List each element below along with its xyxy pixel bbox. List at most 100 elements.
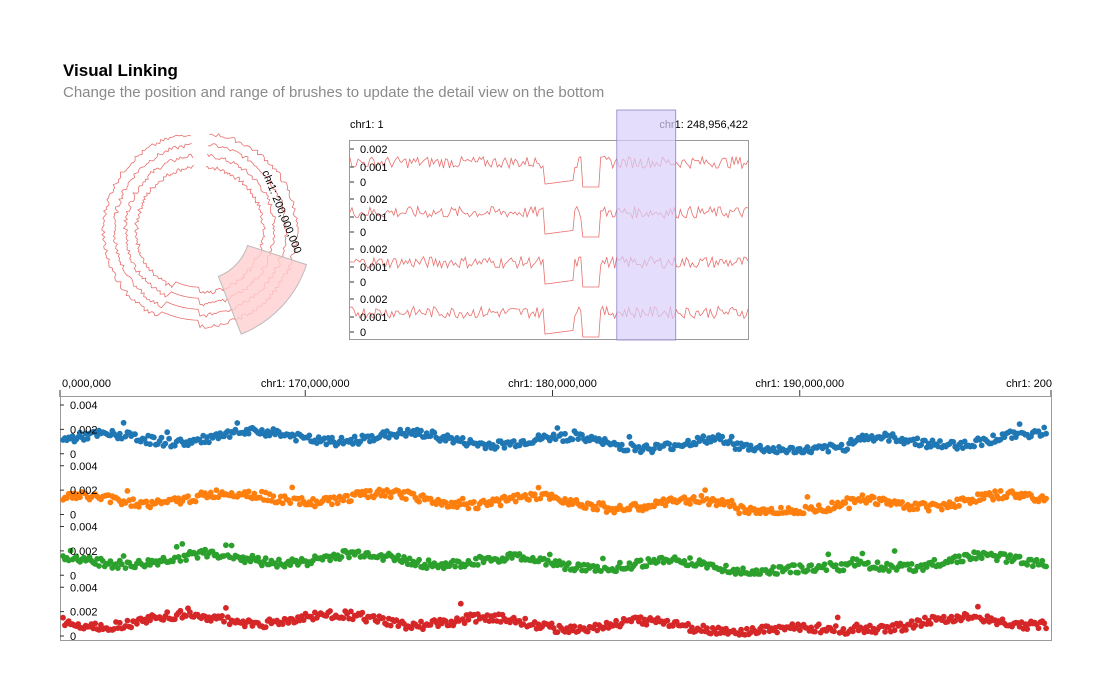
detail-point bbox=[276, 556, 282, 563]
overview-y-tick-label: 0.001 bbox=[360, 212, 388, 224]
detail-point bbox=[531, 491, 538, 498]
detail-point bbox=[736, 510, 743, 517]
detail-point bbox=[488, 501, 494, 508]
detail-point bbox=[245, 430, 252, 437]
detail-point bbox=[370, 613, 377, 619]
detail-point bbox=[690, 494, 697, 500]
detail-point bbox=[403, 496, 409, 502]
detail-point bbox=[118, 561, 125, 568]
detail-point bbox=[687, 555, 693, 561]
detail-y-tick-label: 0.004 bbox=[70, 582, 98, 594]
detail-point bbox=[956, 553, 962, 560]
detail-point bbox=[224, 614, 231, 620]
detail-point bbox=[1033, 556, 1040, 563]
detail-point bbox=[516, 551, 523, 557]
detail-point bbox=[497, 502, 504, 509]
detail-point bbox=[338, 554, 345, 560]
detail-point bbox=[808, 562, 815, 569]
detail-point bbox=[77, 429, 83, 436]
detail-point bbox=[461, 620, 468, 627]
detail-point bbox=[245, 488, 252, 495]
detail-x-tick-label: chr1: 170,000,000 bbox=[261, 378, 350, 390]
detail-point bbox=[912, 622, 919, 629]
detail-point bbox=[635, 444, 642, 450]
detail-point bbox=[213, 487, 220, 494]
detail-point bbox=[459, 435, 466, 441]
detail-point bbox=[971, 443, 977, 450]
overview-y-tick-label: 0 bbox=[360, 227, 366, 239]
overview-y-tick-label: 0.002 bbox=[360, 244, 388, 256]
detail-point bbox=[886, 438, 892, 444]
detail-point bbox=[789, 444, 796, 451]
detail-point bbox=[497, 619, 504, 625]
detail-point bbox=[728, 433, 735, 440]
detail-point bbox=[870, 494, 877, 501]
detail-point bbox=[1003, 559, 1010, 565]
detail-point bbox=[594, 627, 601, 634]
detail-point bbox=[526, 496, 532, 503]
detail-point bbox=[329, 434, 335, 441]
detail-point bbox=[270, 493, 277, 499]
detail-point bbox=[84, 435, 91, 442]
detail-point bbox=[465, 505, 472, 512]
detail-point bbox=[158, 434, 165, 441]
detail-point bbox=[226, 434, 233, 440]
detail-point bbox=[408, 625, 415, 632]
detail-y-tick-label: 0.004 bbox=[70, 461, 98, 473]
detail-point bbox=[202, 546, 209, 553]
detail-point bbox=[899, 499, 905, 505]
detail-point bbox=[334, 500, 341, 507]
detail-point bbox=[116, 619, 123, 626]
overview-brush[interactable] bbox=[616, 109, 677, 341]
detail-point bbox=[598, 568, 604, 574]
detail-point bbox=[804, 567, 811, 574]
detail-point bbox=[173, 543, 180, 550]
detail-point bbox=[1024, 561, 1031, 568]
detail-point bbox=[185, 493, 191, 500]
detail-point bbox=[990, 496, 996, 503]
detail-point bbox=[823, 567, 830, 574]
detail-point bbox=[554, 629, 561, 636]
detail-point bbox=[255, 554, 261, 561]
detail-x-tick-label: chr1: 200 bbox=[1006, 378, 1052, 390]
detail-point bbox=[355, 548, 362, 555]
detail-point bbox=[565, 560, 572, 566]
detail-point bbox=[846, 505, 852, 512]
detail-point bbox=[510, 438, 517, 444]
detail-point bbox=[745, 510, 752, 517]
detail-point bbox=[223, 605, 229, 611]
detail-point bbox=[804, 494, 811, 500]
detail-point bbox=[187, 609, 193, 615]
detail-point bbox=[234, 420, 241, 426]
detail-frame bbox=[60, 396, 1052, 641]
detail-point bbox=[221, 618, 227, 625]
circular-brush[interactable] bbox=[217, 244, 308, 335]
detail-point bbox=[124, 488, 131, 494]
detail-point bbox=[1039, 557, 1046, 564]
detail-point bbox=[554, 425, 561, 431]
detail-point bbox=[459, 495, 466, 502]
detail-point bbox=[582, 505, 589, 511]
overview-end-label: chr1: 248,956,422 bbox=[659, 119, 748, 131]
detail-point bbox=[908, 618, 915, 624]
detail-point bbox=[300, 617, 307, 623]
detail-point bbox=[425, 557, 432, 564]
detail-point bbox=[891, 627, 898, 634]
detail-point bbox=[183, 613, 190, 619]
detail-point bbox=[950, 439, 957, 445]
detail-point bbox=[959, 558, 966, 565]
detail-point bbox=[474, 611, 481, 618]
detail-point bbox=[164, 429, 171, 436]
detail-point bbox=[956, 502, 962, 509]
detail-point bbox=[664, 617, 671, 624]
detail-point bbox=[279, 500, 286, 507]
detail-point bbox=[1024, 626, 1031, 632]
detail-point bbox=[931, 556, 938, 563]
page-subtitle: Change the position and range of brushes… bbox=[63, 84, 605, 101]
detail-point bbox=[344, 492, 350, 499]
detail-y-tick-label: 0.002 bbox=[70, 546, 98, 558]
detail-point bbox=[903, 627, 909, 633]
